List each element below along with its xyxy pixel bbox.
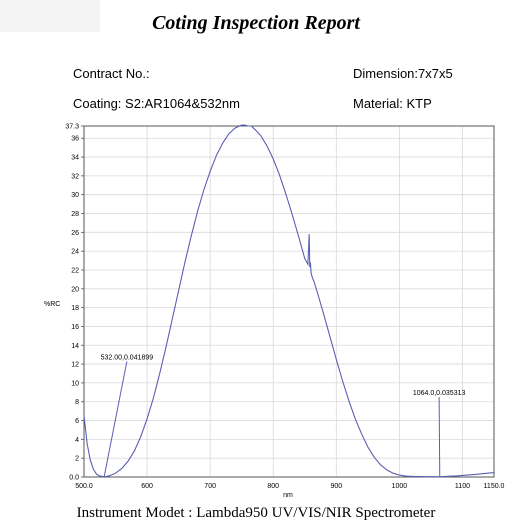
y-tick-label: 20 <box>71 286 79 293</box>
instrument-label: Instrument Modet : Lambda950 UV/VIS/NIR … <box>76 505 436 521</box>
y-tick-label: 6 <box>75 418 79 425</box>
x-tick-label: 700 <box>204 483 216 490</box>
dimension-label: Dimension:7x7x5 <box>353 66 453 81</box>
y-tick-label: 4 <box>75 437 79 444</box>
y-tick-label: 16 <box>71 324 79 331</box>
y-tick-label: 2 <box>75 456 79 463</box>
x-tick-label: 1000 <box>392 483 408 490</box>
x-tick-label: 900 <box>330 483 342 490</box>
x-axis-label: nm <box>283 492 293 499</box>
y-axis-label: %RC <box>44 301 60 308</box>
y-tick-label: 34 <box>71 155 79 162</box>
y-tick-label: 10 <box>71 380 79 387</box>
annotation-leader <box>103 361 128 477</box>
material-label: Material: KTP <box>353 96 432 111</box>
chart-annotations: 532.00,0.041899 1064.0,0.035313 <box>101 354 466 477</box>
annotation-label: 1064.0,0.035313 <box>413 390 466 397</box>
x-tick-label: 800 <box>267 483 279 490</box>
x-tick-label: 1100 <box>455 483 470 490</box>
chart-grid <box>84 126 494 477</box>
y-tick-label: 8 <box>75 399 79 406</box>
x-tick-label: 1150.0 <box>484 483 505 490</box>
y-tick-label: 24 <box>71 249 79 256</box>
y-tick-label: 36 <box>71 136 79 143</box>
annotation-label: 532.00,0.041899 <box>101 354 154 361</box>
x-tick-label: 600 <box>141 483 153 490</box>
y-tick-label: 30 <box>71 192 79 199</box>
y-tick-label: 14 <box>71 343 79 350</box>
y-tick-label: 12 <box>71 362 79 369</box>
y-tick-label: 28 <box>71 211 79 218</box>
y-tick-label: 26 <box>71 230 79 237</box>
contract-label: Contract No.: <box>73 66 150 81</box>
spectrum-line <box>83 124 495 478</box>
coating-label: Coating: S2:AR1064&532nm <box>73 96 240 111</box>
report-title: Coting Inspection Report <box>152 12 360 34</box>
chart-ticks: 500.0 600 700 800 900 1000 1100 1150.00.0246810… <box>65 124 504 491</box>
corner-patch <box>0 0 100 32</box>
plot-frame <box>83 125 495 478</box>
y-tick-label: 0.0 <box>69 475 79 482</box>
x-tick-label: 500.0 <box>75 483 93 490</box>
y-tick-label: 32 <box>71 173 79 180</box>
y-tick-label: 22 <box>71 267 79 274</box>
annotation-leader <box>438 397 441 477</box>
y-tick-label: 37.3 <box>65 124 79 131</box>
y-tick-label: 18 <box>71 305 79 312</box>
